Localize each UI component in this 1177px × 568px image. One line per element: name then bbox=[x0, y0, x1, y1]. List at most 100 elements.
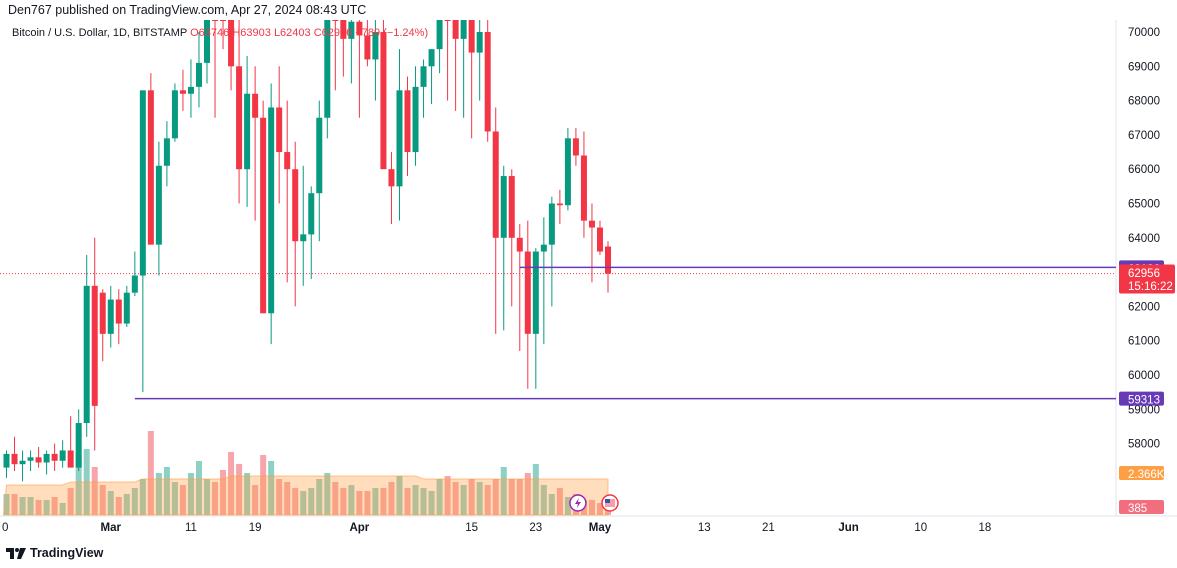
candle-body bbox=[163, 138, 170, 166]
volume-badge: 385 bbox=[1128, 503, 1147, 515]
volume-bar bbox=[460, 485, 467, 515]
brand-name: TradingView bbox=[30, 546, 104, 560]
volume-bar bbox=[147, 431, 154, 515]
volume-bar bbox=[91, 467, 98, 515]
candle-body bbox=[556, 203, 563, 206]
event-markers[interactable] bbox=[569, 494, 619, 512]
time-tick-label: Jun bbox=[838, 522, 858, 534]
candle-body bbox=[99, 292, 106, 334]
volume-bar bbox=[276, 479, 283, 515]
volume-bar bbox=[420, 488, 427, 515]
volume-bar bbox=[492, 479, 499, 515]
time-tick-label: 23 bbox=[529, 522, 542, 534]
candle-body bbox=[268, 107, 275, 314]
price-tick-label: 62000 bbox=[1128, 301, 1160, 313]
candle-body bbox=[324, 20, 331, 118]
publisher-line: Den767 published on TradingView.com, Apr… bbox=[8, 3, 367, 17]
volume-bar bbox=[284, 482, 291, 515]
volume-bar bbox=[364, 491, 371, 515]
candle-body bbox=[396, 90, 403, 187]
volume-bar bbox=[308, 488, 315, 515]
volume-bar bbox=[476, 482, 483, 515]
volume-bar bbox=[348, 485, 355, 515]
volume-bar bbox=[268, 461, 275, 515]
candle-body bbox=[572, 138, 579, 156]
volume-bar bbox=[404, 488, 411, 515]
bar-countdown: 15:16:22 bbox=[1128, 281, 1173, 293]
candle-body bbox=[292, 169, 299, 242]
candle-body bbox=[67, 450, 74, 468]
candle-body bbox=[244, 93, 251, 170]
candle-body bbox=[420, 66, 427, 87]
volume-bar bbox=[163, 467, 170, 515]
volume-bar bbox=[500, 467, 507, 515]
price-tick-label: 67000 bbox=[1128, 130, 1160, 142]
volume-bar bbox=[187, 473, 194, 515]
volume-bar bbox=[340, 488, 347, 515]
volume-bar bbox=[51, 497, 58, 515]
time-tick-label: 18 bbox=[979, 522, 992, 534]
candle-body bbox=[540, 244, 547, 252]
candle-body bbox=[91, 285, 98, 406]
volume-bar bbox=[179, 485, 186, 515]
candle-body bbox=[508, 176, 515, 238]
volume-bar bbox=[428, 491, 435, 515]
legend-change: −789 (−1.24%) bbox=[355, 27, 429, 39]
volume-bar bbox=[556, 488, 563, 515]
volume-bar bbox=[228, 452, 235, 515]
price-tick-label: 68000 bbox=[1128, 96, 1160, 108]
tradingview-logo[interactable]: TradingView bbox=[6, 546, 103, 560]
candle-body bbox=[252, 93, 259, 118]
volume-ma-badge-bg bbox=[1119, 466, 1164, 480]
time-tick-label: 11 bbox=[185, 522, 197, 534]
volume-bar bbox=[372, 488, 379, 515]
candle-body bbox=[139, 90, 146, 276]
time-axis[interactable]: 0 Mar 11 19 Apr 15 23 May 13 21 Jun 10 18 bbox=[2, 522, 991, 534]
volume-bar bbox=[131, 488, 138, 515]
price-axis[interactable]: 5800059000600006100062000630006400065000… bbox=[1128, 27, 1160, 451]
volume-bar bbox=[67, 488, 74, 515]
volume-bar bbox=[43, 500, 50, 515]
volume-bar bbox=[484, 485, 491, 515]
candle-body bbox=[492, 131, 499, 238]
candle-body bbox=[35, 457, 42, 463]
volume-bar bbox=[324, 473, 331, 515]
legend-low: L62403 bbox=[273, 27, 311, 39]
candle-body bbox=[51, 453, 58, 461]
time-tick-label: 0 bbox=[2, 522, 8, 534]
candle-body bbox=[476, 32, 483, 53]
candle-body bbox=[228, 20, 235, 67]
candle-body bbox=[348, 21, 355, 39]
candle-body bbox=[588, 220, 595, 228]
legend-high: H63903 bbox=[232, 27, 271, 39]
volume-bar bbox=[292, 488, 299, 515]
candle-body bbox=[596, 227, 603, 252]
candle-body bbox=[59, 450, 66, 461]
time-tick-label: 19 bbox=[249, 522, 262, 534]
volume-bar bbox=[532, 464, 539, 515]
time-tick-label: Apr bbox=[349, 522, 369, 534]
candle-body bbox=[220, 20, 227, 21]
candle-body bbox=[468, 20, 475, 53]
candle-body bbox=[75, 423, 82, 468]
volume-bar bbox=[396, 476, 403, 515]
legend-open: O63746 bbox=[190, 27, 230, 39]
volume-bar bbox=[332, 482, 339, 515]
candle-body bbox=[19, 460, 26, 465]
volume-bar bbox=[444, 476, 451, 515]
volume-bar bbox=[204, 479, 210, 515]
candle-body bbox=[460, 20, 467, 39]
symbol-legend[interactable]: Bitcoin / U.S. Dollar, 1D, BITSTAMP O637… bbox=[12, 27, 428, 39]
candle-body bbox=[260, 117, 267, 314]
time-tick-label: 21 bbox=[762, 522, 775, 534]
candle-body bbox=[187, 86, 194, 94]
price-tick-label: 66000 bbox=[1128, 164, 1160, 176]
flag-canton-icon bbox=[605, 499, 610, 503]
level-lines[interactable] bbox=[134, 266, 1116, 400]
candle-body bbox=[340, 20, 347, 39]
candle-body bbox=[484, 32, 491, 132]
volume-bar bbox=[596, 503, 603, 515]
legend-close: C62956 bbox=[313, 27, 353, 39]
